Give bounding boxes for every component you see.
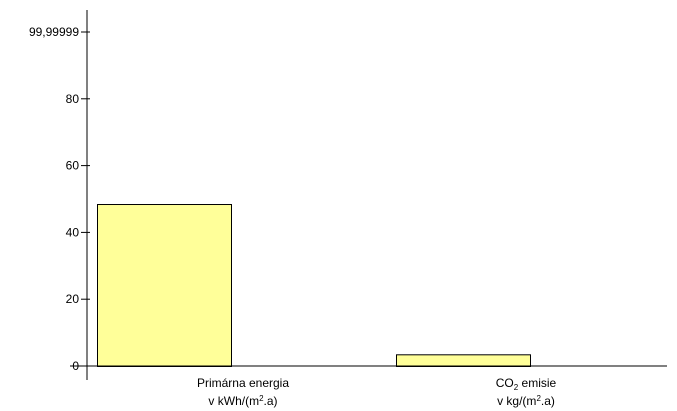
y-ticks-group: 0 20 40 60 80 99,99999	[29, 25, 90, 373]
x-category-label-line2: v kg/(m2.a)	[497, 394, 555, 408]
x-category-label-line1: CO2 emisie	[496, 376, 557, 392]
bar	[97, 204, 232, 367]
y-tick-label: 20	[66, 292, 80, 306]
x-category-label-line1: Primárna energia	[197, 376, 289, 390]
bar	[396, 354, 531, 367]
y-tick-label: 99,99999	[29, 25, 79, 39]
bars-group	[97, 204, 531, 367]
x-category-label-line2: v kWh/(m2.a)	[208, 394, 277, 408]
y-tick-label: 60	[66, 159, 80, 173]
y-tick-label: 0	[72, 359, 79, 373]
x-labels-group: Primárna energia v kWh/(m2.a) CO2 emisie v …	[197, 376, 557, 408]
y-tick-label: 40	[66, 225, 80, 239]
y-tick-label: 80	[66, 92, 80, 106]
